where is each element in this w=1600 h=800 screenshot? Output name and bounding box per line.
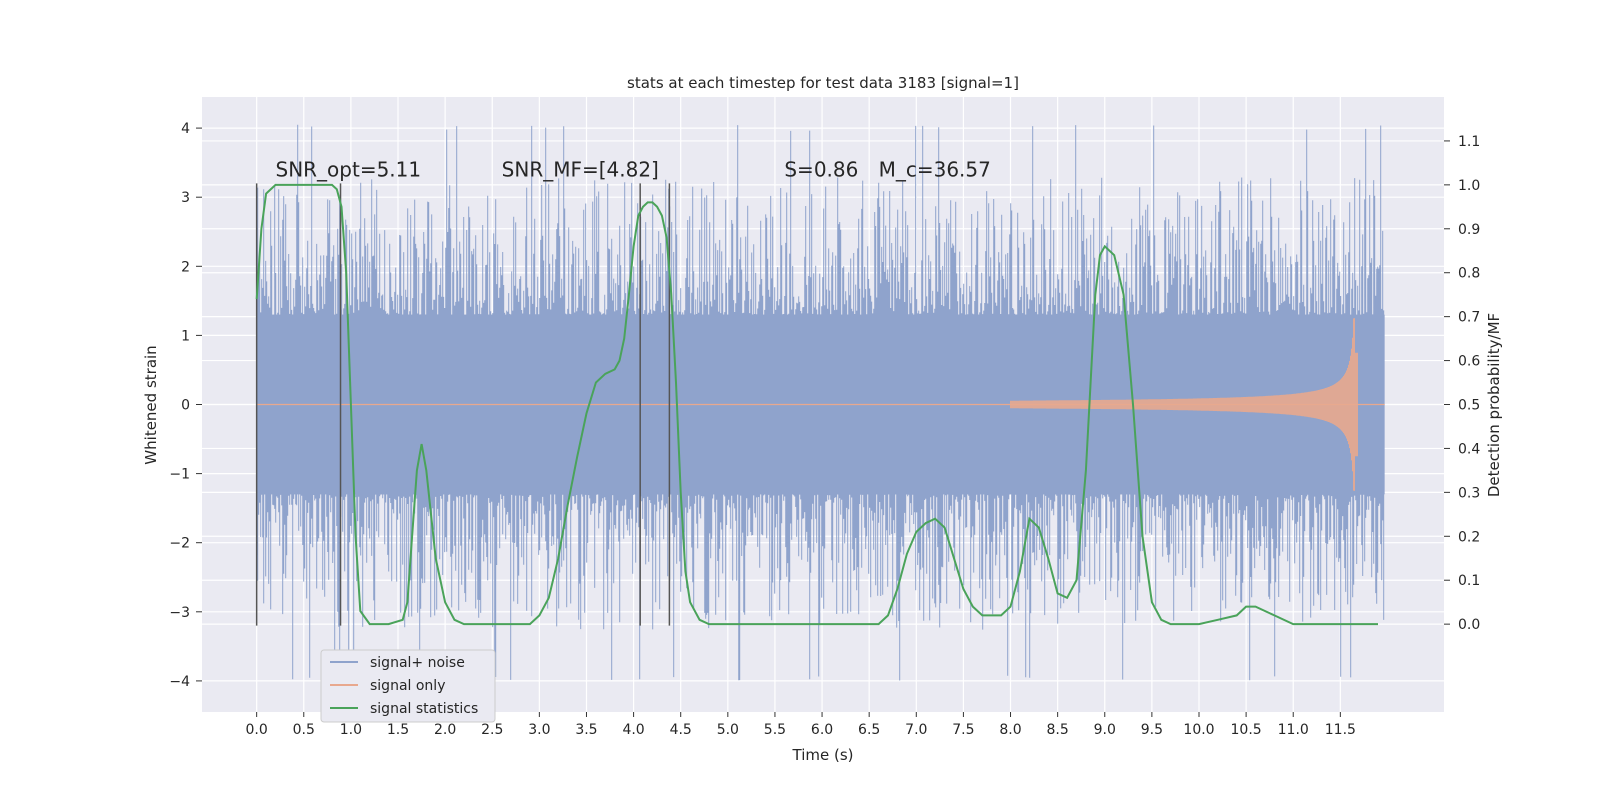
x-tick-label-8: 4.0 (622, 722, 644, 738)
x-tick-label-9: 4.5 (670, 722, 692, 738)
x-tick-label-6: 3.0 (528, 722, 550, 738)
signal-statistics-line (255, 183, 1378, 626)
yr-tick-label-9: 0.2 (1458, 529, 1480, 545)
x-tick-label-3: 1.5 (387, 722, 409, 738)
x-tick-label-7: 3.5 (575, 722, 597, 738)
annotations: SNR_opt=5.11 SNR_MF=[4.82] S=0.86 M_c=36.57 (276, 157, 991, 181)
yl-tick-label-1: 3 (181, 190, 190, 206)
x-tick-label-22: 11.0 (1278, 722, 1309, 738)
yr-tick-label-1: 1.0 (1458, 178, 1480, 194)
x-tick-label-21: 10.5 (1231, 722, 1262, 738)
x-tick-label-17: 8.5 (1047, 722, 1069, 738)
yl-tick-label-5: −1 (169, 467, 190, 483)
x-tick-label-20: 10.0 (1183, 722, 1214, 738)
y-axis-right-ticks: 1.1 1.0 0.9 0.8 0.7 0.6 0.5 0.4 0.3 0.2 0.1 0.0 (1444, 134, 1480, 633)
x-tick-label-2: 1.0 (340, 722, 362, 738)
yl-tick-label-8: −4 (169, 674, 190, 690)
yl-tick-label-7: −3 (169, 605, 190, 621)
x-tick-label-4: 2.0 (434, 722, 456, 738)
annotation-snr-opt: SNR_opt=5.11 (276, 157, 422, 181)
yl-tick-label-0: 4 (181, 121, 190, 137)
yr-tick-label-5: 0.6 (1458, 354, 1480, 370)
annotation-mc-value: M_c=36.57 (879, 157, 991, 181)
x-tick-label-19: 9.5 (1141, 722, 1163, 738)
y-axis-left-label: Whitened strain (142, 345, 160, 464)
yr-tick-label-3: 0.8 (1458, 266, 1480, 282)
annotation-s-value: S=0.86 (784, 157, 858, 181)
yr-tick-label-0: 1.1 (1458, 134, 1480, 150)
x-tick-label-1: 0.5 (293, 722, 315, 738)
x-tick-label-12: 6.0 (811, 722, 833, 738)
yl-tick-label-2: 2 (181, 259, 190, 275)
chart-title: stats at each timestep for test data 318… (627, 74, 1019, 92)
y-axis-right-label: Detection probability/MF (1485, 313, 1503, 497)
yr-tick-label-8: 0.3 (1458, 485, 1480, 501)
legend-label-signal-statistics: signal statistics (370, 701, 478, 717)
x-tick-label-23: 11.5 (1325, 722, 1356, 738)
legend-label-signal-only: signal only (370, 678, 445, 694)
yr-tick-label-7: 0.4 (1458, 441, 1480, 457)
y-axis-left-ticks: 4 3 2 1 0 −1 −2 −3 −4 (169, 121, 202, 690)
yr-tick-label-10: 0.1 (1458, 573, 1480, 589)
x-tick-label-13: 6.5 (858, 722, 880, 738)
x-tick-label-15: 7.5 (952, 722, 974, 738)
x-tick-label-16: 8.0 (999, 722, 1021, 738)
yr-tick-label-4: 0.7 (1458, 310, 1480, 326)
yr-tick-label-6: 0.5 (1458, 398, 1480, 414)
yl-tick-label-3: 1 (181, 328, 190, 344)
legend: signal+ noise signal only signal statist… (320, 649, 496, 723)
x-tick-label-5: 2.5 (481, 722, 503, 738)
signal-only-series (256, 318, 1385, 491)
x-axis-ticks: 0.0 0.5 1.0 1.5 2.0 2.5 3.0 3.5 4.0 4.5 5.0 5.5 6.0 6… (246, 712, 1356, 738)
x-axis-label: Time (s) (792, 746, 854, 764)
x-tick-label-11: 5.5 (764, 722, 786, 738)
signal-statistics-series (255, 183, 1378, 626)
legend-label-signal-noise: signal+ noise (370, 655, 465, 671)
yr-tick-label-11: 0.0 (1458, 617, 1480, 633)
legend-box (320, 649, 496, 723)
x-tick-label-18: 9.0 (1094, 722, 1116, 738)
annotation-snr-mf: SNR_MF=[4.82] (502, 157, 659, 181)
yl-tick-label-4: 0 (181, 398, 190, 414)
vertical-markers (255, 183, 671, 626)
x-tick-label-10: 5.0 (717, 722, 739, 738)
x-tick-label-0: 0.0 (246, 722, 268, 738)
x-tick-label-14: 7.0 (905, 722, 927, 738)
yr-tick-label-2: 0.9 (1458, 222, 1480, 238)
yl-tick-label-6: −2 (169, 536, 190, 552)
signal-chirp (1010, 318, 1358, 491)
